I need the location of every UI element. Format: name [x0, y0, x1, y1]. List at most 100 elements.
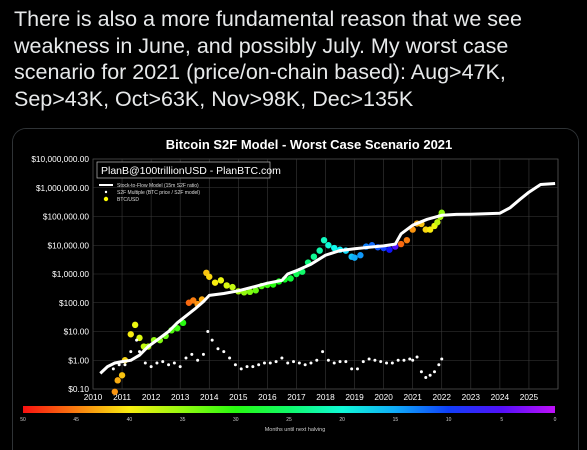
x-tick-label: 2016: [258, 392, 277, 402]
s2f-multiple-point: [440, 357, 444, 361]
btc-usd-point: [331, 244, 338, 252]
btc-usd-point: [229, 283, 236, 291]
s2f-multiple-point: [268, 361, 272, 365]
btc-usd-point: [357, 252, 364, 259]
x-tick-label: 2013: [171, 392, 190, 402]
s2f-multiple-point: [216, 347, 220, 351]
colorbar-tick-label: 20: [339, 417, 345, 423]
legend-swatch-dot: [104, 190, 108, 194]
btc-usd-point: [403, 236, 411, 244]
s2f-multiple-point: [396, 358, 400, 362]
legend-label: S2F Multiple (BTC price / S2F model): [117, 190, 200, 196]
s2f-multiple-point: [184, 356, 188, 360]
colorbar-tick-label: 0: [554, 417, 557, 423]
s2f-multiple-point: [303, 363, 307, 367]
colorbar-label: Months until next halving: [265, 427, 326, 433]
y-tick-label: $0.10: [68, 384, 89, 394]
x-tick-label: 2023: [462, 392, 481, 402]
s2f-multiple-point: [419, 370, 423, 374]
s2f-multiple-point: [286, 361, 290, 365]
btc-usd-point: [426, 226, 434, 233]
s2f-multiple-point: [143, 361, 147, 365]
y-axis: $0.10 $1.00 $10.00 $100.00 $1,000.00 $10,000.…: [31, 154, 89, 394]
btc-usd-point: [287, 275, 294, 282]
x-tick-label: 2018: [316, 392, 335, 402]
watermark-box: PlanB@100trillionUSD - PlanBTC.com: [96, 161, 281, 179]
y-tick-label: $1.00: [68, 355, 89, 365]
s2f-multiple-point: [111, 367, 115, 371]
btc-usd-point: [174, 325, 181, 332]
btc-usd-point: [246, 288, 254, 296]
x-tick-label: 2010: [84, 392, 103, 402]
x-tick-label: 2011: [113, 392, 131, 402]
btc-usd-point: [351, 254, 358, 261]
grid-lines: [92, 158, 558, 390]
s2f-multiple-point: [239, 367, 243, 371]
y-tick-label: $10,000,000.00: [31, 154, 89, 164]
btc-usd-point: [310, 253, 318, 260]
s2f-multiple-point: [210, 338, 214, 342]
s2f-multiple-point: [385, 361, 389, 365]
s2f-multiple-point: [428, 373, 432, 377]
s2f-multiple-point: [233, 363, 237, 367]
x-tick-label: 2015: [229, 392, 248, 402]
colorbar-bar: [23, 406, 555, 413]
tweet-text: There is also a more fundamental reason …: [14, 7, 522, 111]
x-tick-label: 2019: [345, 392, 364, 402]
tweet-media-chart[interactable]: Bitcoin S2F Model - Worst Case Scenario …: [12, 128, 579, 450]
x-axis: 2010 2011 2012 2013 2014 2015 2016 2017 2018 2019…: [84, 392, 539, 402]
x-tick-label: 2020: [374, 392, 393, 402]
btc-usd-point: [211, 279, 219, 286]
y-tick-label: $1,000.00: [52, 269, 89, 279]
colorbar-tick-label: 35: [180, 417, 186, 423]
btc-usd-point: [223, 282, 230, 289]
s2f-multiple-point: [424, 376, 428, 380]
colorbar-tick-label: 5: [500, 417, 503, 423]
btc-usd-point: [386, 246, 393, 253]
s2f-multiple-point: [161, 360, 165, 364]
x-tick-label: 2014: [200, 392, 219, 402]
s2f-multiple-point: [355, 367, 359, 371]
colorbar-tick-label: 30: [233, 417, 239, 423]
btc-usd-point: [111, 388, 118, 395]
s2f-multiple-point: [373, 358, 377, 362]
watermark-text: PlanB@100trillionUSD - PlanBTC.com: [101, 165, 281, 177]
legend: Stock-to-Flow Model (15m S2F ratio)S2F M…: [99, 183, 200, 203]
colorbar-tick-label: 10: [446, 417, 452, 423]
colorbar-tick-label: 40: [127, 417, 133, 423]
colorbar-tick-label: 15: [393, 417, 399, 423]
s2f-multiple-point: [432, 370, 436, 374]
s2f-multiple-point: [178, 365, 182, 369]
btc-usd-point: [131, 321, 139, 329]
s2f-multiple-point: [155, 361, 159, 365]
colorbar-tick-label: 50: [20, 417, 26, 423]
s2f-multiple-point: [379, 360, 383, 364]
y-tick-label: $10.00: [64, 327, 90, 337]
btc-usd-point: [114, 377, 121, 384]
s2f-multiple-point: [196, 358, 200, 362]
s2f-multiple-point: [228, 356, 232, 360]
s2f-multiple-point: [344, 360, 348, 364]
y-tick-label: $10,000.00: [47, 240, 89, 250]
y-tick-label: $1,000,000.00: [36, 183, 89, 193]
x-tick-label: 2012: [142, 392, 161, 402]
s2f-multiple-point: [257, 363, 261, 367]
s2f-multiple-point: [326, 358, 330, 362]
btc-usd-point: [252, 287, 259, 294]
s2f-multiple-point: [280, 356, 284, 360]
btc-usd-point: [206, 273, 213, 280]
btc-usd-point: [434, 219, 441, 226]
s2f-multiple-point: [332, 361, 336, 365]
s2f-multiple-point: [408, 357, 412, 361]
s2f-multiple-point: [350, 367, 354, 371]
s2f-multiple-point: [361, 360, 365, 364]
legend-label: BTC/USD: [117, 197, 139, 203]
s2f-multiple-point: [390, 361, 394, 365]
s2f-multiple-point: [321, 350, 325, 354]
s2f-multiple-point: [292, 360, 296, 364]
s2f-multiple-point: [149, 365, 153, 369]
s2f-multiple-point: [411, 358, 415, 362]
btc-usd-point: [397, 240, 405, 248]
y-tick-label: $100,000.00: [43, 212, 90, 222]
s2f-multiple-series: [111, 330, 444, 380]
